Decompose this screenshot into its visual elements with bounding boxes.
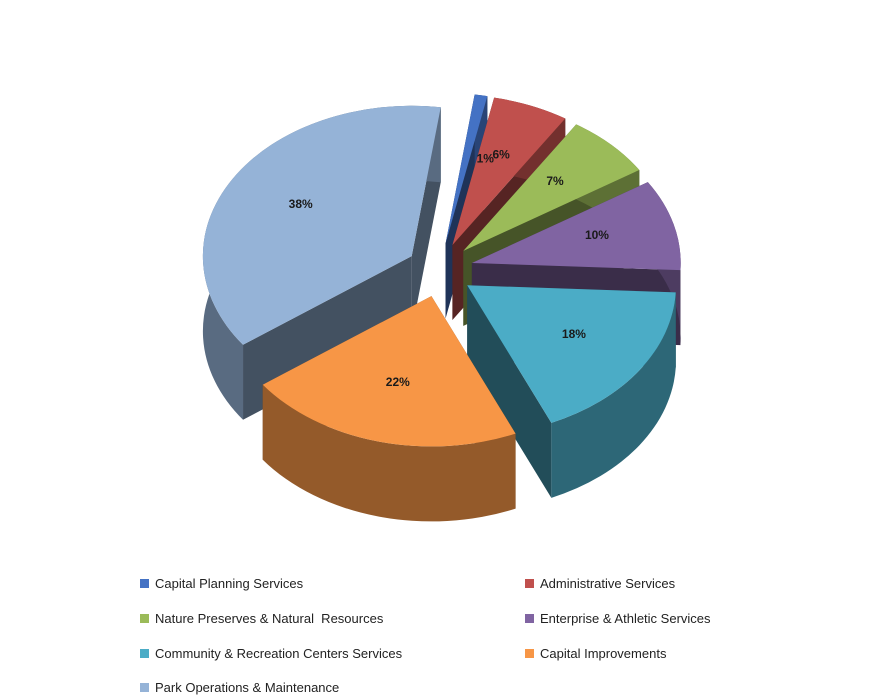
slice-top [463,124,640,251]
slice-wall [467,285,552,498]
legend-item-capital-improvements: Capital Improvements [525,646,666,661]
legend-item-park-operations: Park Operations & Maintenance [140,680,339,695]
data-label: 7% [546,174,564,188]
legend-swatch [140,683,149,692]
data-label: 22% [386,375,410,389]
legend-item-nature-preserves: Nature Preserves & Natural Resources [140,611,383,626]
slice-top [445,94,488,244]
legend-label: Enterprise & Athletic Services [540,611,711,626]
slice-top [452,97,566,245]
slice-top [202,105,441,345]
legend-item-administrative: Administrative Services [525,576,675,591]
legend-swatch [525,649,534,658]
legend-swatch [140,649,149,658]
pie-plot-area: 1%6% 7% 10% 18% 22% 38% [202,94,681,522]
data-label: 1% [477,151,495,165]
slice-side [262,384,516,522]
legend-swatch [525,614,534,623]
legend-swatch [140,614,149,623]
legend-label: Capital Improvements [540,646,667,661]
legend-item-capital-planning: Capital Planning Services [140,576,303,591]
pie-slice-capital-improvements [262,296,516,522]
slice-top [471,182,681,271]
slice-top [262,296,516,447]
slice-side [551,292,676,498]
data-label: 10% [585,228,609,242]
data-label: 6% [492,148,510,162]
legend-label: Park Operations & Maintenance [155,680,340,695]
data-label: 38% [289,197,313,211]
legend-item-enterprise-athletic: Enterprise & Athletic Services [525,611,711,626]
legend-item-community-recreation: Community & Recreation Centers Services [140,646,402,661]
legend-label: Capital Planning Services [155,576,304,591]
legend-label: Administrative Services [540,576,676,591]
legend-swatch [140,579,149,588]
legend-label: Community & Recreation Centers Services [155,646,403,661]
legend-swatch [525,579,534,588]
legend-label: Nature Preserves & Natural Resources [155,611,384,626]
slice-top [467,285,676,423]
data-label: 18% [562,327,586,341]
pie-slice-community-recreation-centers-services [467,285,676,498]
